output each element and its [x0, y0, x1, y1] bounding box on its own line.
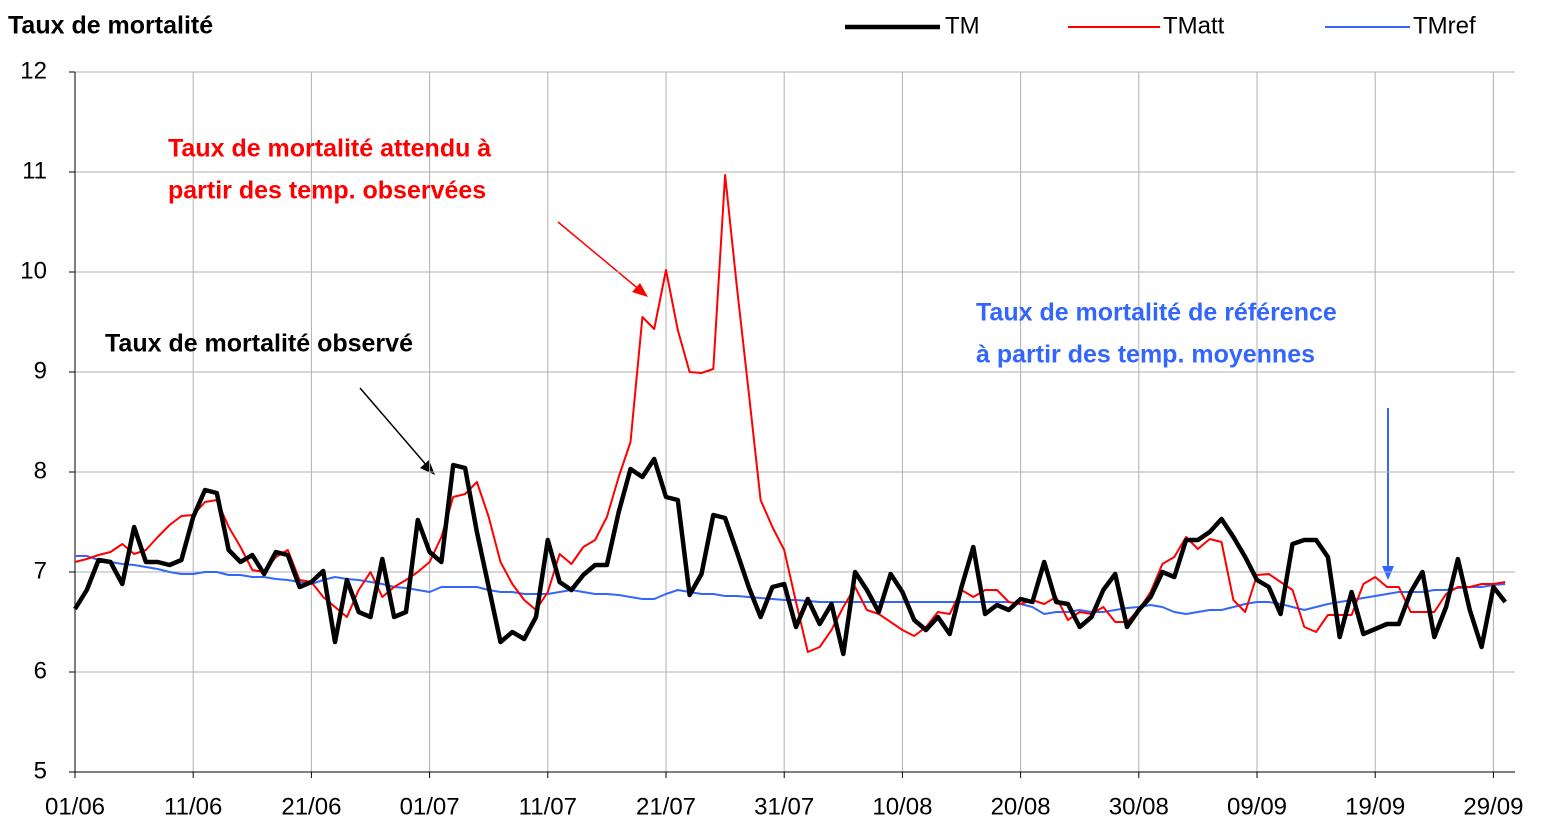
- annotation: partir des temp. observées: [168, 177, 486, 205]
- legend-label: TMatt: [1163, 12, 1225, 39]
- x-tick-label: 29/09: [1463, 793, 1523, 820]
- legend-label: TM: [945, 12, 980, 39]
- x-tick-label: 01/07: [400, 793, 460, 820]
- series-line: [74, 174, 1506, 653]
- annotation: Taux de mortalité de référence: [976, 299, 1337, 327]
- annotation-arrow: [557, 221, 642, 292]
- x-tick-label: 11/06: [164, 793, 222, 820]
- annotation: Taux de mortalité observé: [105, 330, 413, 358]
- x-tick-label: 21/07: [636, 793, 696, 820]
- y-tick-label: 7: [34, 557, 47, 584]
- x-tick-label: 30/08: [1109, 793, 1169, 820]
- y-tick-label: 11: [22, 157, 47, 184]
- x-tick-label: 31/07: [754, 793, 814, 820]
- arrowhead: [632, 283, 648, 297]
- x-tick-label: 19/09: [1345, 793, 1405, 820]
- x-tick-label: 01/06: [45, 793, 105, 820]
- arrowhead: [420, 460, 435, 475]
- x-tick-label: 20/08: [991, 793, 1051, 820]
- legend-label: TMref: [1413, 12, 1476, 39]
- x-tick-label: 21/06: [281, 793, 341, 820]
- chart-title: Taux de mortalité: [8, 12, 213, 40]
- x-tick-label: 11/07: [519, 793, 577, 820]
- y-tick-label: 8: [34, 457, 47, 484]
- annotation: Taux de mortalité attendu à: [168, 135, 491, 163]
- annotation: à partir des temp. moyennes: [976, 341, 1315, 369]
- y-tick-label: 10: [20, 257, 47, 284]
- y-tick-label: 5: [34, 757, 47, 784]
- x-tick-label: 10/08: [872, 793, 932, 820]
- y-tick-label: 6: [34, 657, 47, 684]
- x-tick-label: 09/09: [1227, 793, 1287, 820]
- series-line: [73, 456, 1507, 657]
- y-tick-label: 9: [34, 357, 47, 384]
- y-tick-label: 12: [20, 57, 47, 84]
- arrowhead: [1382, 566, 1394, 580]
- annotation-arrow: [359, 387, 429, 468]
